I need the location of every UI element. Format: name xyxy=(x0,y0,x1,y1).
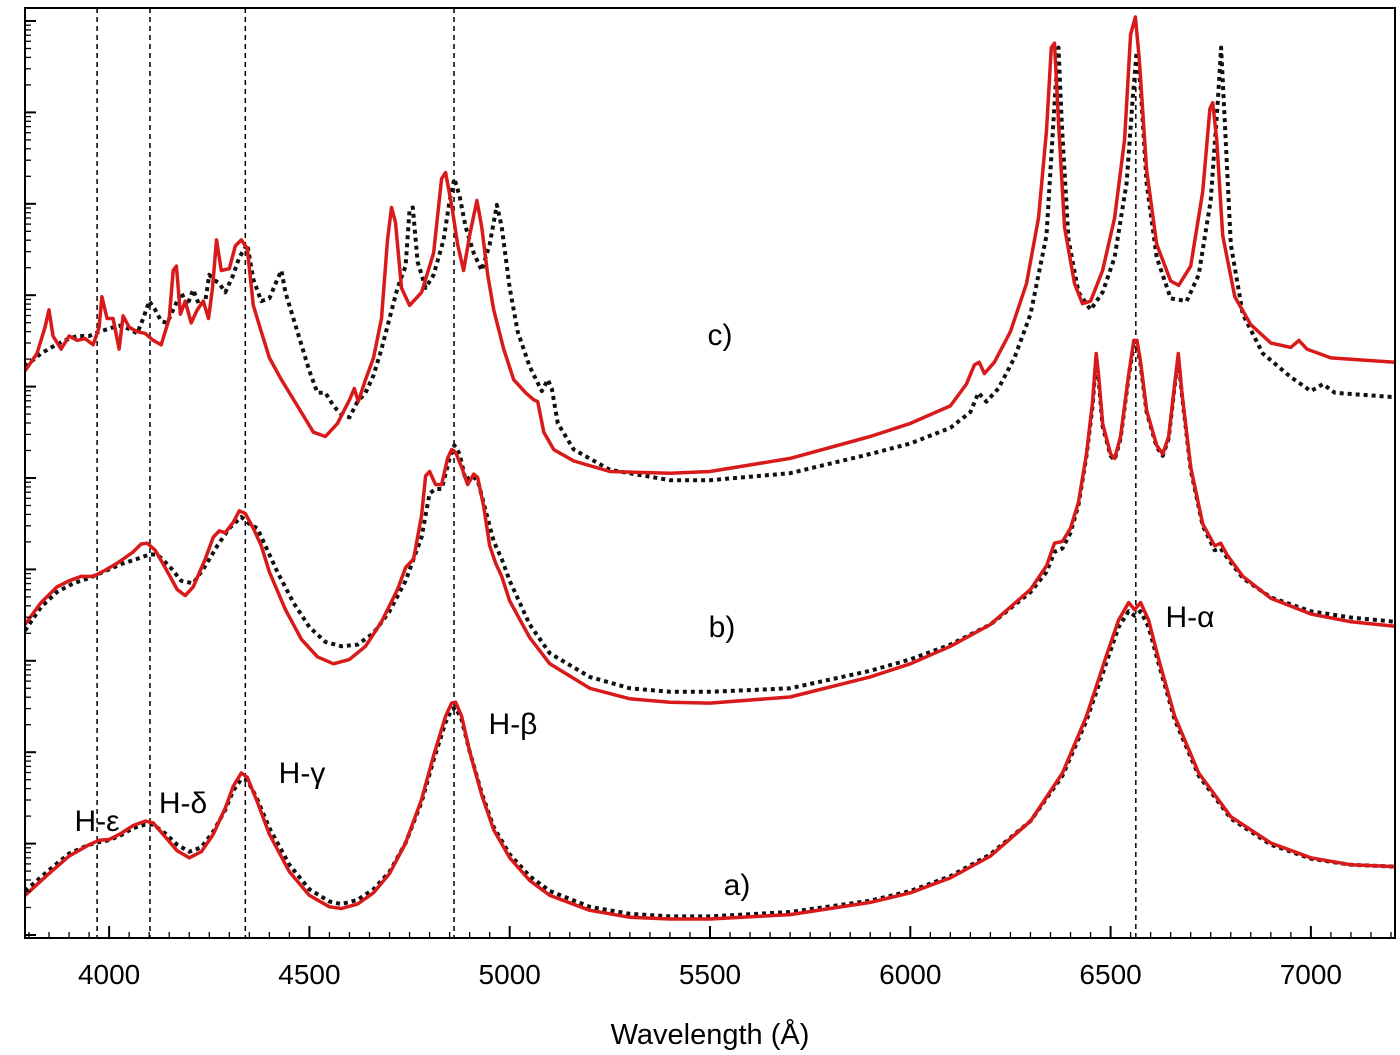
x-tick-label: 5000 xyxy=(479,959,541,990)
x-axis-title: Wavelength (Å) xyxy=(611,1018,810,1051)
x-tick-label: 7000 xyxy=(1280,959,1342,990)
reference-lines xyxy=(96,8,1137,938)
y-axis-ticks xyxy=(25,20,36,936)
panel-label: b) xyxy=(709,611,736,644)
x-tick-label: 6000 xyxy=(879,959,941,990)
line-label: H-β xyxy=(489,708,538,741)
line-label: H-δ xyxy=(159,787,207,820)
line-label: H-ε xyxy=(74,805,119,838)
series-solid-line xyxy=(25,338,1395,705)
x-tick-label: 4000 xyxy=(78,959,140,990)
panel-label: c) xyxy=(708,319,733,352)
x-axis: 4000 4500 5000 5500 6000 6500 7000 xyxy=(28,926,1392,990)
series-group xyxy=(25,15,1395,921)
series-dotted-line xyxy=(25,609,1395,919)
series-dotted-line xyxy=(25,45,1395,483)
series-solid-line xyxy=(25,600,1395,921)
x-tick-label: 6500 xyxy=(1079,959,1141,990)
panel-labels: a) b) c) xyxy=(708,319,751,902)
series-solid-line xyxy=(25,15,1395,475)
x-tick-label: 5500 xyxy=(679,959,741,990)
line-labels: H-ε H-δ H-γ H-β H-α xyxy=(74,601,1214,838)
x-tick-label: 4500 xyxy=(278,959,340,990)
line-label: H-γ xyxy=(279,757,326,790)
panel-label: a) xyxy=(724,869,751,902)
line-label: H-α xyxy=(1166,601,1215,634)
